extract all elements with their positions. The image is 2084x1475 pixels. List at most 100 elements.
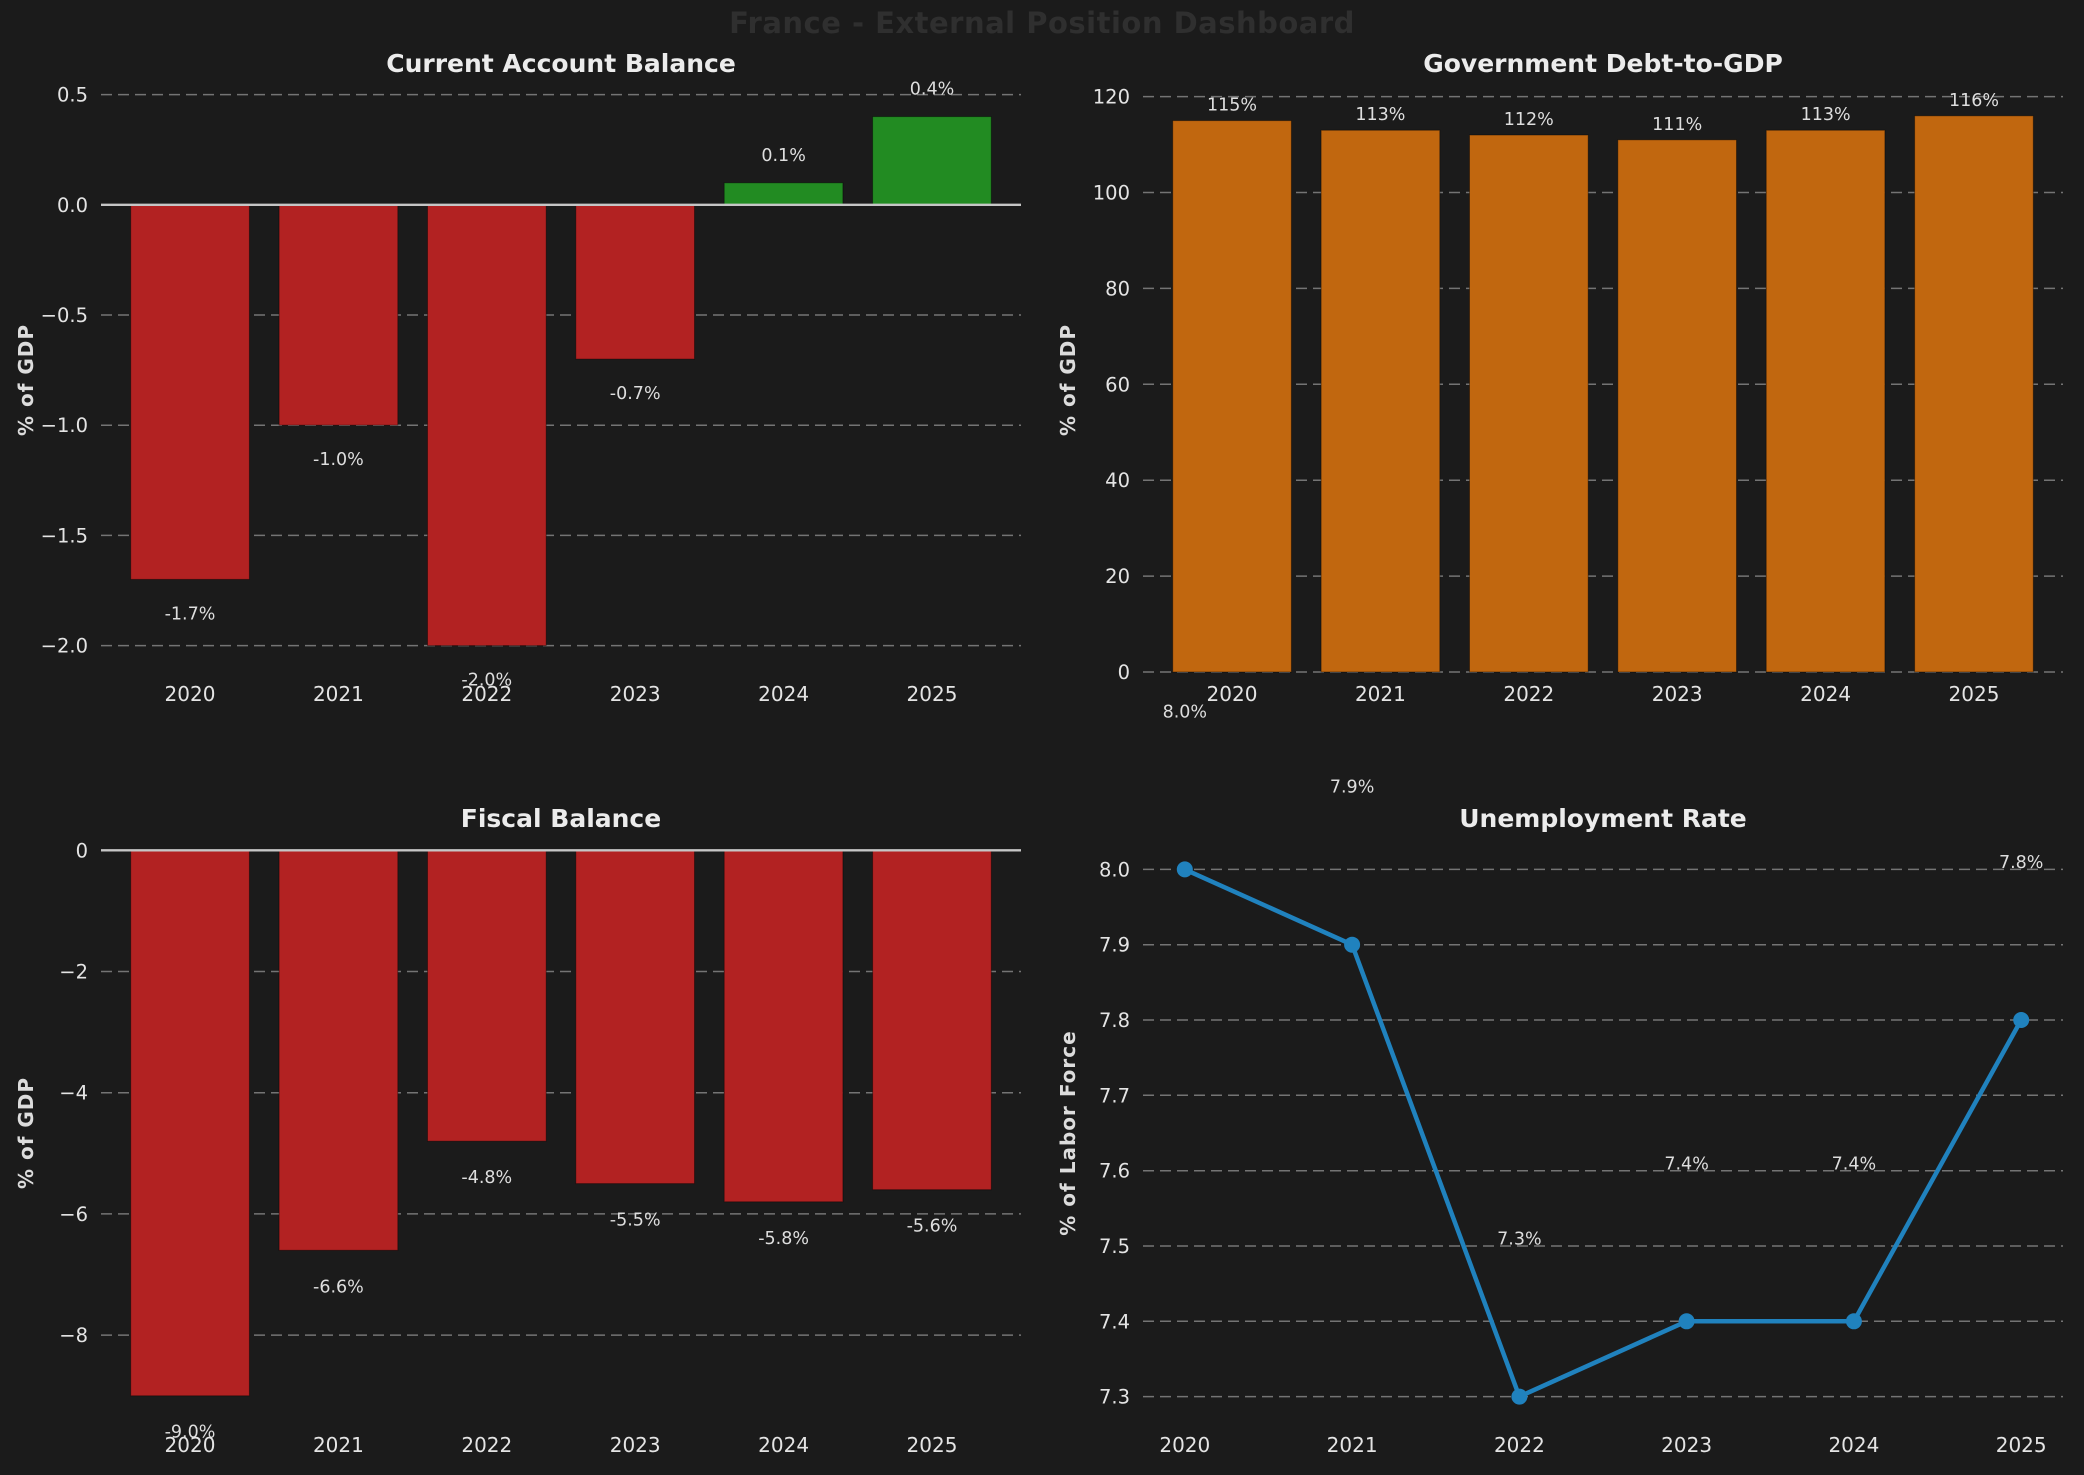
bar-2025 (872, 849, 992, 1191)
value-label-2024: 0.1% (761, 146, 805, 166)
y-tick-20: 20 (1105, 565, 1130, 588)
data-point-2025 (2013, 1012, 2030, 1028)
value-label-2023: -5.5% (610, 1211, 661, 1231)
data-point-2021 (1344, 936, 1361, 953)
chart-government-debt-to-gdp: 115% 113% 112% 111% 113% 116% 0 20 40 60 80 100 120 2… (1042, 0, 2084, 737)
data-point-2023 (1678, 1313, 1695, 1330)
current-account-balance-svg: -1.7% -1.0% -2.0% -0.7% 0.1% 0.4% 0.5 0.0 −0.5 −1… (14, 49, 1021, 706)
value-label-2025: -5.6% (907, 1217, 958, 1237)
x-tick-2022: 2022 (461, 682, 512, 706)
bar-2021 (1320, 129, 1441, 673)
x-tick-2025: 2025 (1949, 682, 2000, 706)
y-tick-40: 40 (1105, 469, 1130, 492)
x-tick-2022: 2022 (1503, 682, 1554, 706)
value-label-2020: -1.7% (165, 604, 216, 624)
x-tick-2025: 2025 (1996, 1433, 2047, 1457)
y-tick-7.3: 7.3 (1099, 1386, 1130, 1409)
data-point-2024 (1845, 1313, 1862, 1330)
x-tick-2020: 2020 (1207, 682, 1258, 706)
x-tick-2020: 2020 (165, 1433, 216, 1457)
value-label-2022: 7.3% (1497, 1230, 1541, 1250)
bar-2022 (1469, 134, 1589, 673)
y-tick-7.4: 7.4 (1099, 1310, 1130, 1333)
unemployment-rate-svg: 8.0% 7.9% 7.3% 7.4% 7.4% 7.8% 8.0 7.9 7.8 7.7 7.6 7… (1056, 702, 2063, 1457)
bar-2025 (872, 116, 992, 206)
bar-2023 (575, 204, 695, 360)
x-tick-2023: 2023 (1652, 682, 1703, 706)
bar-2020 (130, 849, 250, 1397)
y-tick-−1.5: −1.5 (41, 524, 88, 547)
bar-2021 (278, 849, 399, 1251)
bar-2020 (130, 204, 250, 580)
chart-title: Current Account Balance (386, 49, 736, 78)
value-label-2022: 112% (1504, 110, 1554, 130)
y-tick-0.5: 0.5 (57, 84, 88, 107)
y-tick-7.5: 7.5 (1099, 1235, 1130, 1258)
x-tick-2023: 2023 (610, 1433, 661, 1457)
x-tick-2021: 2021 (313, 682, 364, 706)
value-label-2025: 7.8% (1999, 853, 2043, 873)
value-label-2020: 8.0% (1163, 702, 1207, 722)
value-label-2022: -4.8% (461, 1168, 512, 1188)
chart-unemployment-rate: 8.0% 7.9% 7.3% 7.4% 7.4% 7.8% 8.0 7.9 7.8 7.7 7.6 7… (1042, 702, 2084, 1475)
bar-2025 (1914, 115, 2034, 673)
x-tick-2022: 2022 (1494, 1433, 1545, 1457)
value-label-2024: -5.8% (758, 1229, 809, 1249)
fiscal-balance-svg: -9.0% -6.6% -4.8% -5.5% -5.8% -5.6% 0 −2 −4 −6 −8 2… (14, 804, 1021, 1457)
x-tick-2024: 2024 (1828, 1433, 1879, 1457)
x-tick-2020: 2020 (165, 682, 216, 706)
y-tick-0: 0 (1118, 661, 1130, 684)
bar-2022 (427, 204, 547, 647)
data-point-2020 (1176, 861, 1193, 878)
value-label-2020: -9.0% (165, 1423, 216, 1443)
trend-line (1182, 867, 2024, 1399)
y-tick-120: 120 (1093, 86, 1130, 109)
value-label-2021: 7.9% (1330, 778, 1374, 798)
x-tick-2022: 2022 (461, 1433, 512, 1457)
y-tick-−1.0: −1.0 (41, 414, 88, 437)
y-tick-0.0: 0.0 (57, 194, 88, 217)
chart-title: Unemployment Rate (1459, 804, 1747, 833)
x-tick-2024: 2024 (1800, 682, 1851, 706)
x-tick-2021: 2021 (313, 1433, 364, 1457)
x-tick-2021: 2021 (1327, 1433, 1378, 1457)
value-label-2022: -2.0% (461, 671, 512, 691)
bar-2023 (1617, 139, 1737, 673)
bar-2021 (278, 204, 399, 426)
bar-2024 (723, 849, 844, 1203)
chart-current-account-balance: -1.7% -1.0% -2.0% -0.7% 0.1% 0.4% 0.5 0.0 −0.5 −1… (0, 0, 1042, 737)
y-tick-−4: −4 (59, 1082, 88, 1105)
government-debt-to-gdp-svg: 115% 113% 112% 111% 113% 116% 0 20 40 60 80 100 120 2… (1056, 49, 2063, 706)
x-tick-2021: 2021 (1355, 682, 1406, 706)
value-label-2021: -1.0% (313, 450, 364, 470)
value-label-2021: 113% (1355, 105, 1405, 125)
chart-title: Fiscal Balance (461, 804, 661, 833)
data-point-2022 (1511, 1388, 1528, 1405)
y-tick-7.7: 7.7 (1099, 1084, 1130, 1107)
x-tick-2023: 2023 (610, 682, 661, 706)
y-axis-label: % of Labor Force (1056, 1030, 1080, 1235)
y-tick-80: 80 (1105, 277, 1130, 300)
y-tick-7.6: 7.6 (1099, 1160, 1130, 1183)
x-tick-2023: 2023 (1661, 1433, 1712, 1457)
y-tick-−2.0: −2.0 (41, 635, 88, 658)
x-tick-2025: 2025 (907, 682, 958, 706)
y-tick-−8: −8 (59, 1324, 88, 1347)
y-axis-label: % of GDP (1056, 324, 1080, 436)
x-tick-2020: 2020 (1159, 1433, 1210, 1457)
y-tick-−0.5: −0.5 (41, 304, 88, 327)
y-tick-7.8: 7.8 (1099, 1009, 1130, 1032)
value-label-2023: 111% (1652, 115, 1702, 135)
y-tick-60: 60 (1105, 373, 1130, 396)
y-axis-label: % of GDP (14, 1077, 38, 1189)
dashboard-title: France - External Position Dashboard (729, 6, 1355, 40)
value-label-2024: 7.4% (1832, 1154, 1876, 1174)
bar-2023 (575, 849, 695, 1185)
bar-2024 (1765, 129, 1886, 673)
bar-2020 (1172, 120, 1292, 673)
value-label-2020: 115% (1207, 96, 1257, 116)
x-tick-2024: 2024 (758, 682, 809, 706)
value-label-2021: -6.6% (313, 1277, 364, 1297)
